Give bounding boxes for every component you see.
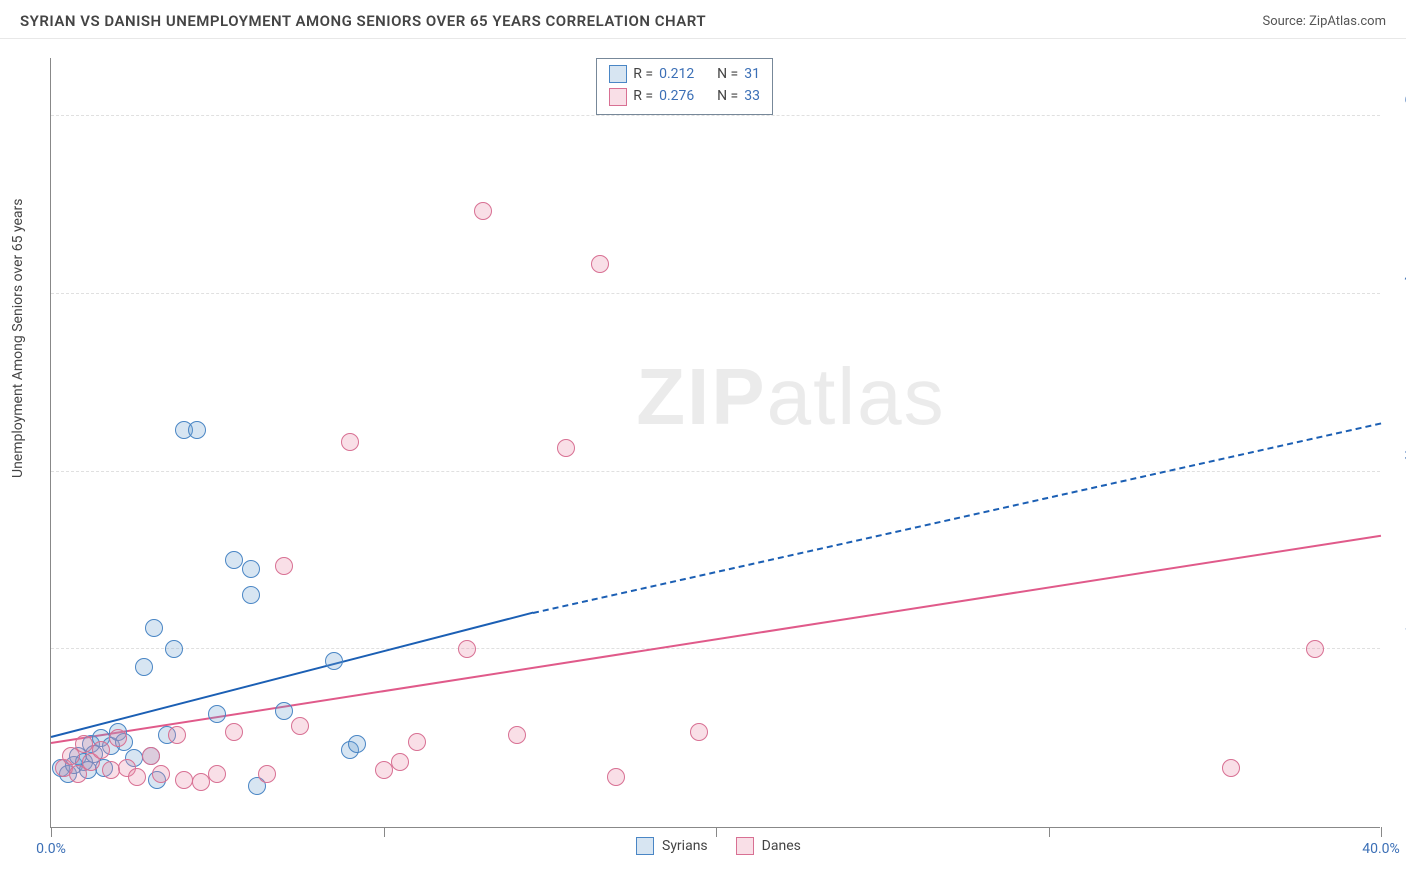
data-point: [242, 586, 260, 604]
stat-n-label: N =: [717, 63, 738, 85]
data-point: [152, 765, 170, 783]
stat-n-label: N =: [717, 85, 738, 107]
stat-r-label: R =: [633, 85, 653, 107]
stat-n-value: 31: [744, 63, 760, 85]
data-point: [128, 768, 146, 786]
chart-title: SYRIAN VS DANISH UNEMPLOYMENT AMONG SENI…: [20, 12, 706, 30]
data-point: [258, 765, 276, 783]
legend-label: Danes: [762, 838, 801, 854]
data-point: [175, 771, 193, 789]
data-point: [690, 723, 708, 741]
stat-r-value: 0.276: [659, 85, 711, 107]
gridline-h: [51, 471, 1380, 472]
data-point: [1306, 640, 1324, 658]
trend-line: [533, 422, 1381, 613]
data-point: [145, 619, 163, 637]
legend-item: Syrians: [636, 837, 708, 855]
legend-label: Syrians: [662, 838, 708, 854]
source-name: ZipAtlas.com: [1309, 14, 1386, 29]
legend-bottom: Syrians Danes: [636, 837, 801, 855]
data-point: [591, 255, 609, 273]
x-tick-label: 40.0%: [1362, 841, 1400, 857]
data-point: [607, 768, 625, 786]
x-tick: [716, 827, 717, 837]
data-point: [275, 702, 293, 720]
series-swatch: [609, 88, 627, 106]
data-point: [225, 551, 243, 569]
legend-item: Danes: [736, 837, 801, 855]
data-point: [242, 560, 260, 578]
data-point: [508, 726, 526, 744]
stats-row: R = 0.276 N = 33: [609, 85, 760, 107]
data-point: [458, 640, 476, 658]
x-tick: [1049, 827, 1050, 837]
watermark-bold: ZIP: [636, 352, 766, 441]
data-point: [408, 733, 426, 751]
x-tick: [384, 827, 385, 837]
data-point: [92, 741, 110, 759]
data-point: [188, 421, 206, 439]
gridline-h: [51, 293, 1380, 294]
stats-row: R = 0.212 N = 31: [609, 63, 760, 85]
data-point: [168, 726, 186, 744]
watermark-light: atlas: [767, 352, 946, 441]
series-swatch: [609, 65, 627, 83]
stat-r-label: R =: [633, 63, 653, 85]
watermark: ZIPatlas: [636, 351, 945, 443]
data-point: [474, 202, 492, 220]
data-point: [165, 640, 183, 658]
trend-line: [51, 612, 534, 738]
data-point: [135, 658, 153, 676]
data-point: [341, 433, 359, 451]
data-point: [208, 705, 226, 723]
stat-r-value: 0.212: [659, 63, 711, 85]
gridline-h: [51, 648, 1380, 649]
source-label: Source: ZipAtlas.com: [1262, 14, 1386, 29]
chart-area: Unemployment Among Seniors over 65 years…: [0, 48, 1406, 858]
source-prefix: Source:: [1262, 14, 1309, 29]
data-point: [142, 747, 160, 765]
data-point: [102, 761, 120, 779]
legend-swatch: [736, 837, 754, 855]
chart-header: SYRIAN VS DANISH UNEMPLOYMENT AMONG SENI…: [0, 0, 1406, 39]
data-point: [225, 723, 243, 741]
x-tick: [51, 827, 52, 837]
stat-n-value: 33: [744, 85, 760, 107]
data-point: [348, 735, 366, 753]
data-point: [557, 439, 575, 457]
stats-box: R = 0.212 N = 31 R = 0.276 N = 33: [596, 58, 773, 115]
plot-region: ZIPatlas R =0.212N =31R =0.276N =33 Syri…: [50, 58, 1380, 828]
data-point: [192, 773, 210, 791]
legend-swatch: [636, 837, 654, 855]
x-tick-label: 0.0%: [36, 841, 66, 857]
data-point: [1222, 759, 1240, 777]
data-point: [325, 652, 343, 670]
gridline-h: [51, 115, 1380, 116]
y-axis-title: Unemployment Among Seniors over 65 years: [10, 199, 26, 479]
data-point: [208, 765, 226, 783]
data-point: [109, 729, 127, 747]
data-point: [375, 761, 393, 779]
data-point: [391, 753, 409, 771]
data-point: [75, 735, 93, 753]
data-point: [291, 717, 309, 735]
data-point: [275, 557, 293, 575]
x-tick: [1381, 827, 1382, 837]
